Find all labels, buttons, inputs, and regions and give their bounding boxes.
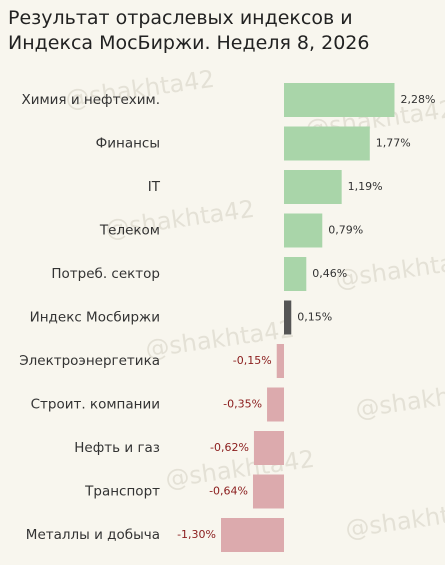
bar xyxy=(276,344,284,378)
value-label: 1,77% xyxy=(376,137,411,150)
category-label: Индекс Мосбиржи xyxy=(30,310,160,326)
watermark: @shakhta42 xyxy=(334,245,445,294)
category-label: Потреб. сектор xyxy=(51,266,160,282)
category-label: Финансы xyxy=(96,136,160,152)
bar xyxy=(284,170,342,204)
watermark: @shakhta42 xyxy=(344,495,445,544)
bar xyxy=(284,83,395,117)
bar xyxy=(253,431,284,465)
bar xyxy=(267,387,284,422)
category-label: Нефть и газ xyxy=(74,440,160,456)
value-label: -1,30% xyxy=(177,528,216,541)
category-label: Телеком xyxy=(99,223,160,239)
bar xyxy=(252,474,284,509)
category-label: Транспорт xyxy=(84,484,160,500)
value-label: -0,35% xyxy=(223,398,262,411)
value-label: -0,64% xyxy=(209,485,248,498)
value-label: 0,15% xyxy=(297,311,332,324)
bar xyxy=(284,300,292,335)
category-label: Металлы и добыча xyxy=(26,527,160,543)
category-label: Электроэнергетика xyxy=(19,353,160,369)
value-label: -0,62% xyxy=(210,441,249,454)
bar xyxy=(221,518,284,552)
bar xyxy=(284,257,307,291)
category-label: IT xyxy=(148,179,161,195)
value-label: 0,79% xyxy=(328,224,363,237)
chart-title: Результат отраслевых индексов и Индекса … xyxy=(8,7,370,54)
bar xyxy=(284,213,323,248)
value-label: 0,46% xyxy=(312,267,347,280)
value-label: -0,15% xyxy=(233,354,272,367)
category-label: Химия и нефтехим. xyxy=(21,92,160,108)
bar xyxy=(284,126,370,161)
watermark: @shakhta42 xyxy=(144,315,297,364)
value-label: 1,19% xyxy=(348,180,383,193)
category-label: Строит. компании xyxy=(31,397,160,413)
watermark: @shakhta42 xyxy=(354,375,445,424)
value-label: 2,28% xyxy=(400,93,435,106)
